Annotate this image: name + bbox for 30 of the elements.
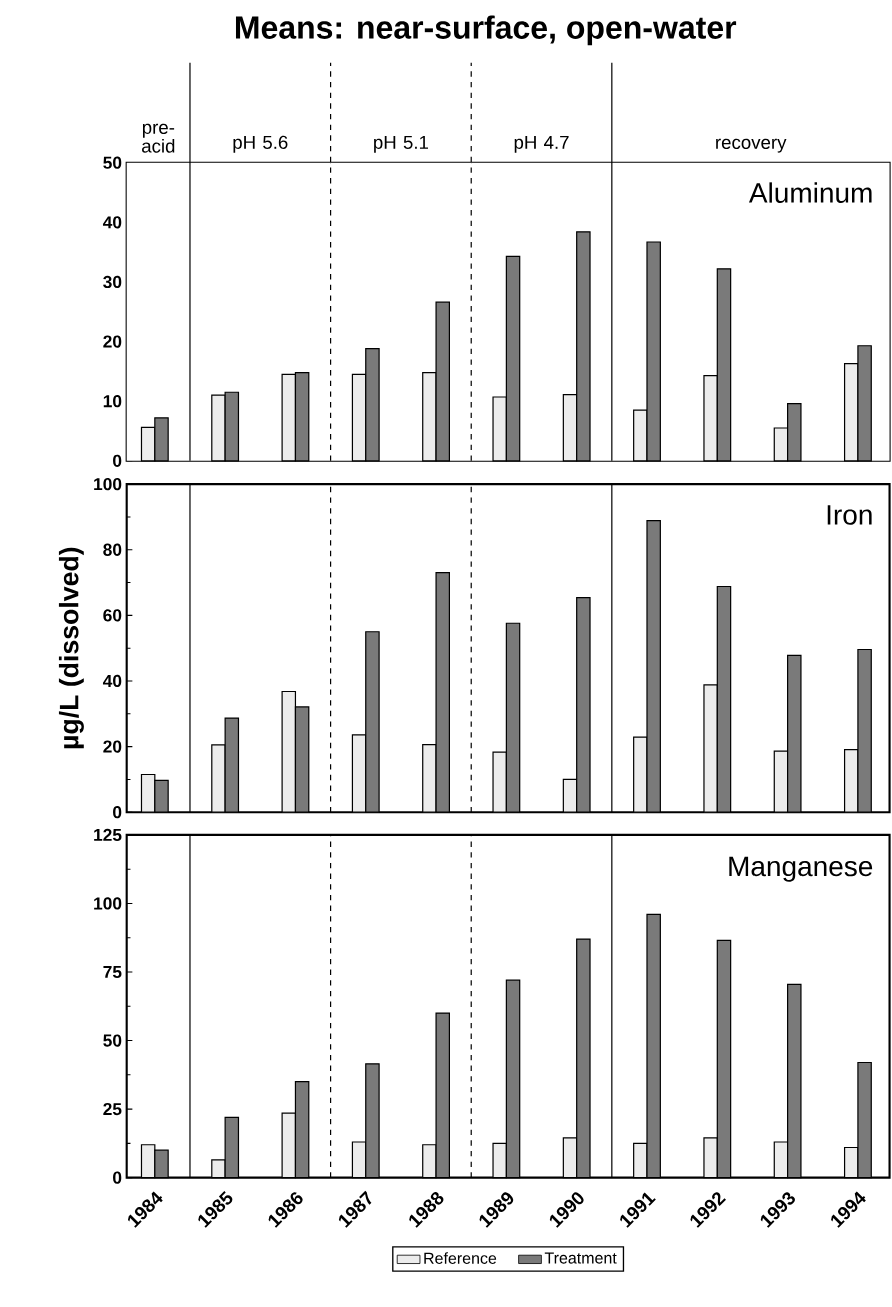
annotation: Iron (827, 505, 872, 525)
y-tick-label: 10 (103, 395, 122, 408)
y-tick-label: 0 (112, 806, 122, 819)
y-tick-label: 100 (94, 477, 122, 491)
band-label: pH 5.6 (233, 135, 288, 153)
chart-title: Means: near-surface, open-water (235, 15, 736, 46)
y-tick-label: 20 (103, 335, 122, 348)
y-tick-label: 60 (103, 609, 122, 622)
y-tick-label: 0 (112, 1171, 122, 1184)
y-tick-label: 40 (102, 216, 122, 229)
y-tick-label: 20 (103, 740, 122, 753)
y-tick-label: 30 (102, 275, 122, 289)
y-tick-label: 25 (103, 1102, 122, 1116)
band-label: pre-acid (141, 123, 175, 153)
y-tick-label: 50 (103, 156, 122, 169)
band-label: pH 4.7 (514, 135, 569, 153)
y-tick-label: 40 (102, 674, 122, 688)
band-label: recovery (716, 138, 787, 153)
legend-label: Reference (424, 1252, 497, 1264)
y-tick-label: 100 (94, 897, 122, 910)
y-tick-label: 80 (103, 543, 122, 556)
y-tick-label: 75 (103, 965, 122, 979)
y-tick-label: 50 (103, 1034, 122, 1047)
band-label: pH 5.1 (373, 135, 428, 153)
y-axis-title: µg/L (dissolved) (58, 547, 84, 749)
y-tick-label: 125 (94, 828, 122, 842)
legend-label: Treatment (544, 1252, 617, 1264)
y-tick-label: 0 (112, 454, 122, 467)
annotation: Manganese (729, 856, 873, 882)
annotation: Aluminum (748, 182, 872, 203)
